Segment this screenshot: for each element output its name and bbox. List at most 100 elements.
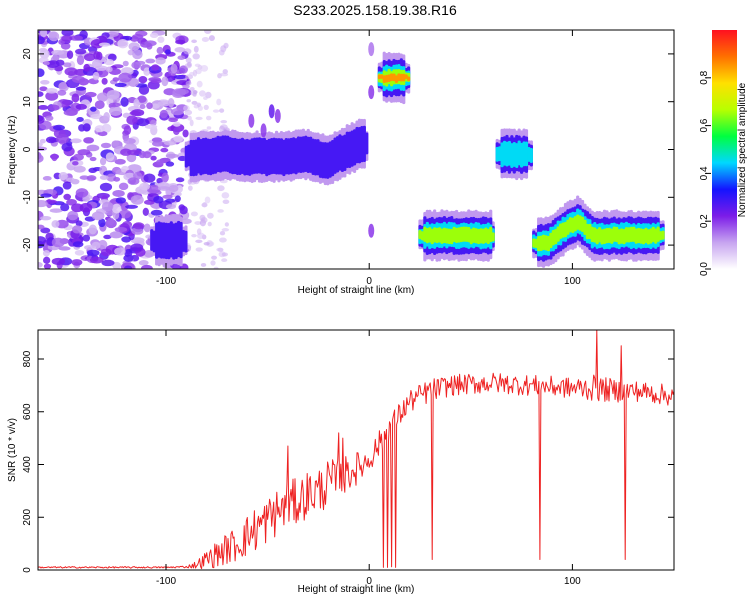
noise-cell [63, 193, 72, 201]
colorbar-tick-label: 0.2 [699, 214, 710, 228]
spectrogram-y-axis-label: Frequency (Hz) [7, 116, 18, 185]
ridge-cell [172, 223, 176, 260]
noise-cell [194, 63, 201, 68]
ridge-cell [333, 137, 337, 174]
ridge-5 [150, 214, 188, 267]
ridge-cell [326, 142, 330, 179]
noise-cell [45, 88, 58, 94]
noise-cell [189, 119, 194, 127]
ridge-cell [284, 138, 288, 175]
noise-cell [89, 256, 104, 264]
snr-line [38, 330, 674, 570]
ridge-cell [360, 125, 364, 163]
noise-cell [130, 243, 144, 252]
noise-cell [208, 35, 215, 41]
noise-cell [51, 237, 65, 248]
noise-cell [58, 246, 71, 251]
snr-y-axis-label: SNR (10 * v/v) [7, 418, 18, 482]
ridge-cell [607, 227, 611, 244]
noise-cell [39, 215, 52, 221]
ridge-cell [240, 137, 245, 175]
signal-blob [368, 42, 375, 57]
noise-cell [51, 257, 66, 266]
noise-cell [114, 158, 126, 165]
noise-cell [118, 182, 129, 191]
noise-cell [212, 109, 220, 113]
noise-cell [51, 220, 60, 228]
noise-cell [90, 106, 97, 112]
ridge-cell [537, 235, 541, 252]
ridge-cell [585, 223, 590, 240]
ridge-cell [459, 226, 464, 243]
ridge-cell [524, 141, 529, 167]
ridge-cell [489, 226, 493, 243]
noise-cell [175, 177, 185, 183]
ridge-cell [644, 227, 648, 244]
signal-blob [248, 113, 255, 128]
ridge-cell [654, 228, 658, 244]
noise-cell [57, 89, 67, 96]
ridge-cell [311, 138, 315, 175]
noise-cell [203, 242, 210, 246]
noise-cell [99, 157, 107, 166]
noise-cell [73, 165, 86, 173]
noise-cell [222, 199, 230, 204]
noise-cell [159, 109, 168, 119]
ridge-cell [556, 226, 560, 242]
ridge-cell [228, 137, 232, 174]
ridge-cell [641, 229, 646, 245]
noise-cell [161, 172, 169, 183]
ridge-cell [522, 141, 526, 167]
ridge-cell [634, 228, 638, 244]
ridge-cell [479, 228, 483, 244]
noise-cell [66, 177, 76, 182]
noise-cell [94, 125, 105, 133]
ridge-cell [169, 221, 173, 258]
noise-cell [125, 204, 139, 209]
noise-cell [127, 177, 140, 185]
signal-blob [274, 109, 281, 124]
ridge-cell [387, 74, 391, 82]
ridge-cell [481, 228, 486, 244]
noise-cell [219, 108, 225, 113]
noise-cell [75, 188, 89, 198]
y-tick-label: 800 [22, 350, 33, 367]
noise-cell [91, 241, 101, 250]
ridge-cell [615, 226, 619, 243]
noise-cell [111, 203, 122, 214]
noise-cell [164, 49, 171, 55]
noise-cell [141, 264, 153, 269]
ridge-cell [238, 138, 242, 175]
ridge-cell [571, 217, 575, 234]
noise-cell [77, 149, 91, 156]
noise-cell [70, 138, 82, 144]
noise-cell [82, 234, 91, 242]
noise-cell [201, 37, 210, 43]
noise-cell [101, 77, 108, 85]
ridge-cell [510, 143, 514, 168]
noise-cell [146, 184, 161, 194]
ridge-cell [433, 227, 437, 243]
noise-cell [165, 198, 176, 203]
ridge-cell [656, 226, 660, 242]
ridge-cell [299, 136, 303, 173]
ridge-cell [152, 230, 156, 253]
noise-cell [38, 142, 43, 147]
noise-cell [112, 190, 125, 197]
noise-cell [90, 39, 104, 49]
ridge-cell [177, 220, 181, 258]
noise-cell [174, 47, 186, 53]
noise-cell [155, 57, 166, 65]
snr-frame [37, 329, 675, 571]
colorbar-tick-label: 0.6 [699, 118, 710, 132]
noise-cell [144, 124, 158, 129]
noise-cell [38, 115, 45, 124]
ridge-cell [612, 226, 616, 242]
noise-cell [207, 221, 212, 227]
ridge-cell [262, 137, 266, 175]
noise-cell [66, 50, 74, 60]
noise-cell [63, 109, 78, 116]
noise-cell [165, 153, 179, 158]
noise-cell [185, 57, 192, 64]
noise-cell [178, 204, 186, 211]
